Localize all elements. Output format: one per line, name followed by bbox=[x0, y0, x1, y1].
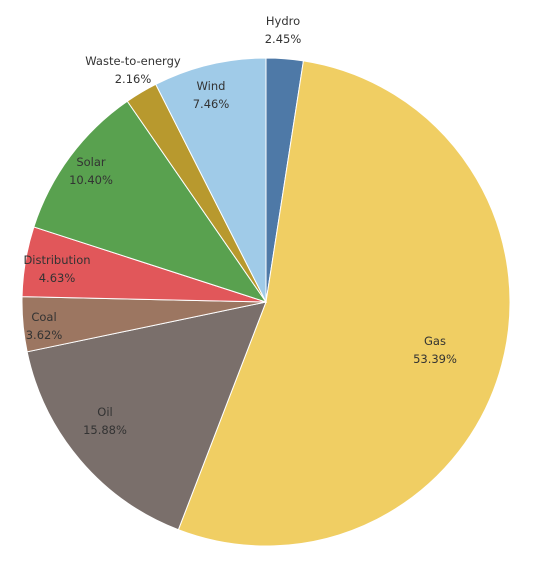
slice-name-label: Hydro bbox=[266, 14, 300, 28]
slice-oil bbox=[26, 301, 267, 531]
slice-value-label: 3.62% bbox=[26, 328, 63, 342]
label-gas: Gas 53.39% bbox=[413, 334, 457, 366]
label-oil: Oil 15.88% bbox=[83, 405, 127, 437]
slice-value-label: 7.46% bbox=[193, 97, 230, 111]
slice-gas bbox=[177, 60, 511, 547]
slice-solar bbox=[33, 100, 268, 303]
slice-value-label: 2.16% bbox=[115, 72, 152, 86]
slice-name-label: Solar bbox=[76, 155, 106, 169]
label-waste-to-energy: Waste-to-energy 2.16% bbox=[85, 54, 181, 86]
slice-name-label: Gas bbox=[424, 334, 446, 348]
pie-labels: Hydro 2.45% Gas 53.39% Oil 15.88% Coal 3.62% Dis… bbox=[23, 14, 457, 437]
slice-value-label: 2.45% bbox=[265, 32, 302, 46]
pie-slices bbox=[21, 57, 511, 547]
label-coal: Coal 3.62% bbox=[26, 310, 63, 342]
slice-name-label: Waste-to-energy bbox=[85, 54, 181, 68]
slice-name-label: Distribution bbox=[23, 253, 90, 267]
slice-value-label: 53.39% bbox=[413, 352, 457, 366]
slice-name-label: Coal bbox=[31, 310, 56, 324]
slice-value-label: 15.88% bbox=[83, 423, 127, 437]
slice-name-label: Wind bbox=[197, 79, 226, 93]
label-hydro: Hydro 2.45% bbox=[265, 14, 302, 46]
label-distribution: Distribution 4.63% bbox=[23, 253, 90, 285]
label-solar: Solar 10.40% bbox=[69, 155, 113, 187]
label-wind: Wind 7.46% bbox=[193, 79, 230, 111]
slice-wind bbox=[155, 57, 267, 303]
slice-name-label: Oil bbox=[97, 405, 112, 419]
slice-value-label: 4.63% bbox=[39, 271, 76, 285]
slice-value-label: 10.40% bbox=[69, 173, 113, 187]
